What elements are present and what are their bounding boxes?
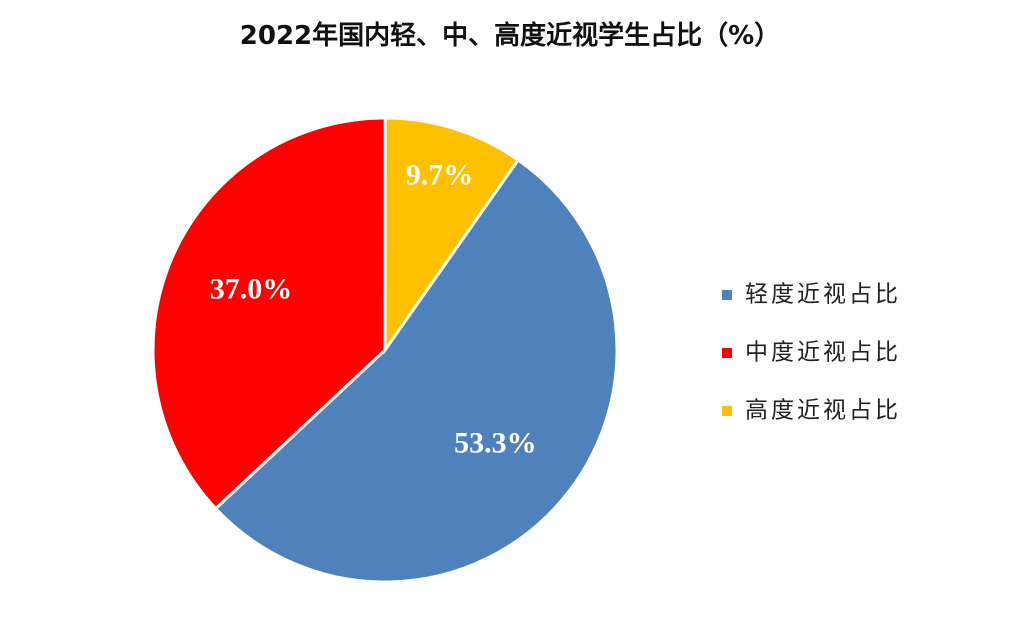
pie-slice <box>213 157 619 584</box>
legend-swatch <box>722 406 732 416</box>
chart-title: 2022年国内轻、中、高度近视学生占比（%） <box>240 20 780 51</box>
legend-label: 高度近视占比 <box>745 398 901 424</box>
legend-label: 中度近视占比 <box>745 340 901 366</box>
legend-swatch <box>722 290 732 300</box>
value-label: 9.7% <box>406 158 474 191</box>
value-label: 53.3% <box>454 427 537 460</box>
pie-slice <box>383 116 521 355</box>
value-label: 37.0% <box>210 273 293 306</box>
legend-swatch <box>722 348 732 358</box>
pie-slice <box>151 116 387 511</box>
legend-label: 轻度近视占比 <box>745 282 901 308</box>
